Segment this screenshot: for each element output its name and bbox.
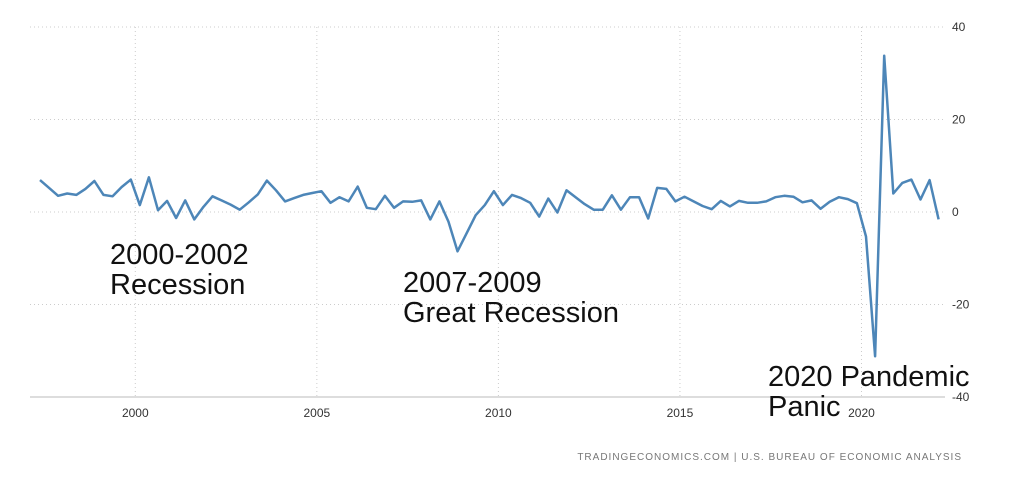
annotation: 2007-2009: [403, 267, 542, 299]
y-tick-label: 0: [952, 205, 959, 219]
annotation: 2000-2002: [110, 239, 249, 271]
x-tick-label: 2020: [848, 406, 875, 420]
y-tick-label: -40: [952, 390, 970, 404]
x-tick-label: 2005: [303, 406, 330, 420]
y-tick-label: 20: [952, 113, 966, 127]
annotation: 2020 Pandemic: [768, 361, 970, 393]
annotation: Recession: [110, 269, 245, 301]
annotation: Panic: [768, 391, 841, 423]
x-tick-label: 2015: [667, 406, 694, 420]
x-tick-label: 2010: [485, 406, 512, 420]
annotation: Great Recession: [403, 297, 619, 329]
data-line: [39, 54, 940, 358]
y-tick-label: -20: [952, 298, 970, 312]
x-tick-label: 2000: [122, 406, 149, 420]
y-tick-label: 40: [952, 20, 966, 34]
source: TRADINGECONOMICS.COM | U.S. BUREAU OF EC…: [577, 452, 962, 463]
